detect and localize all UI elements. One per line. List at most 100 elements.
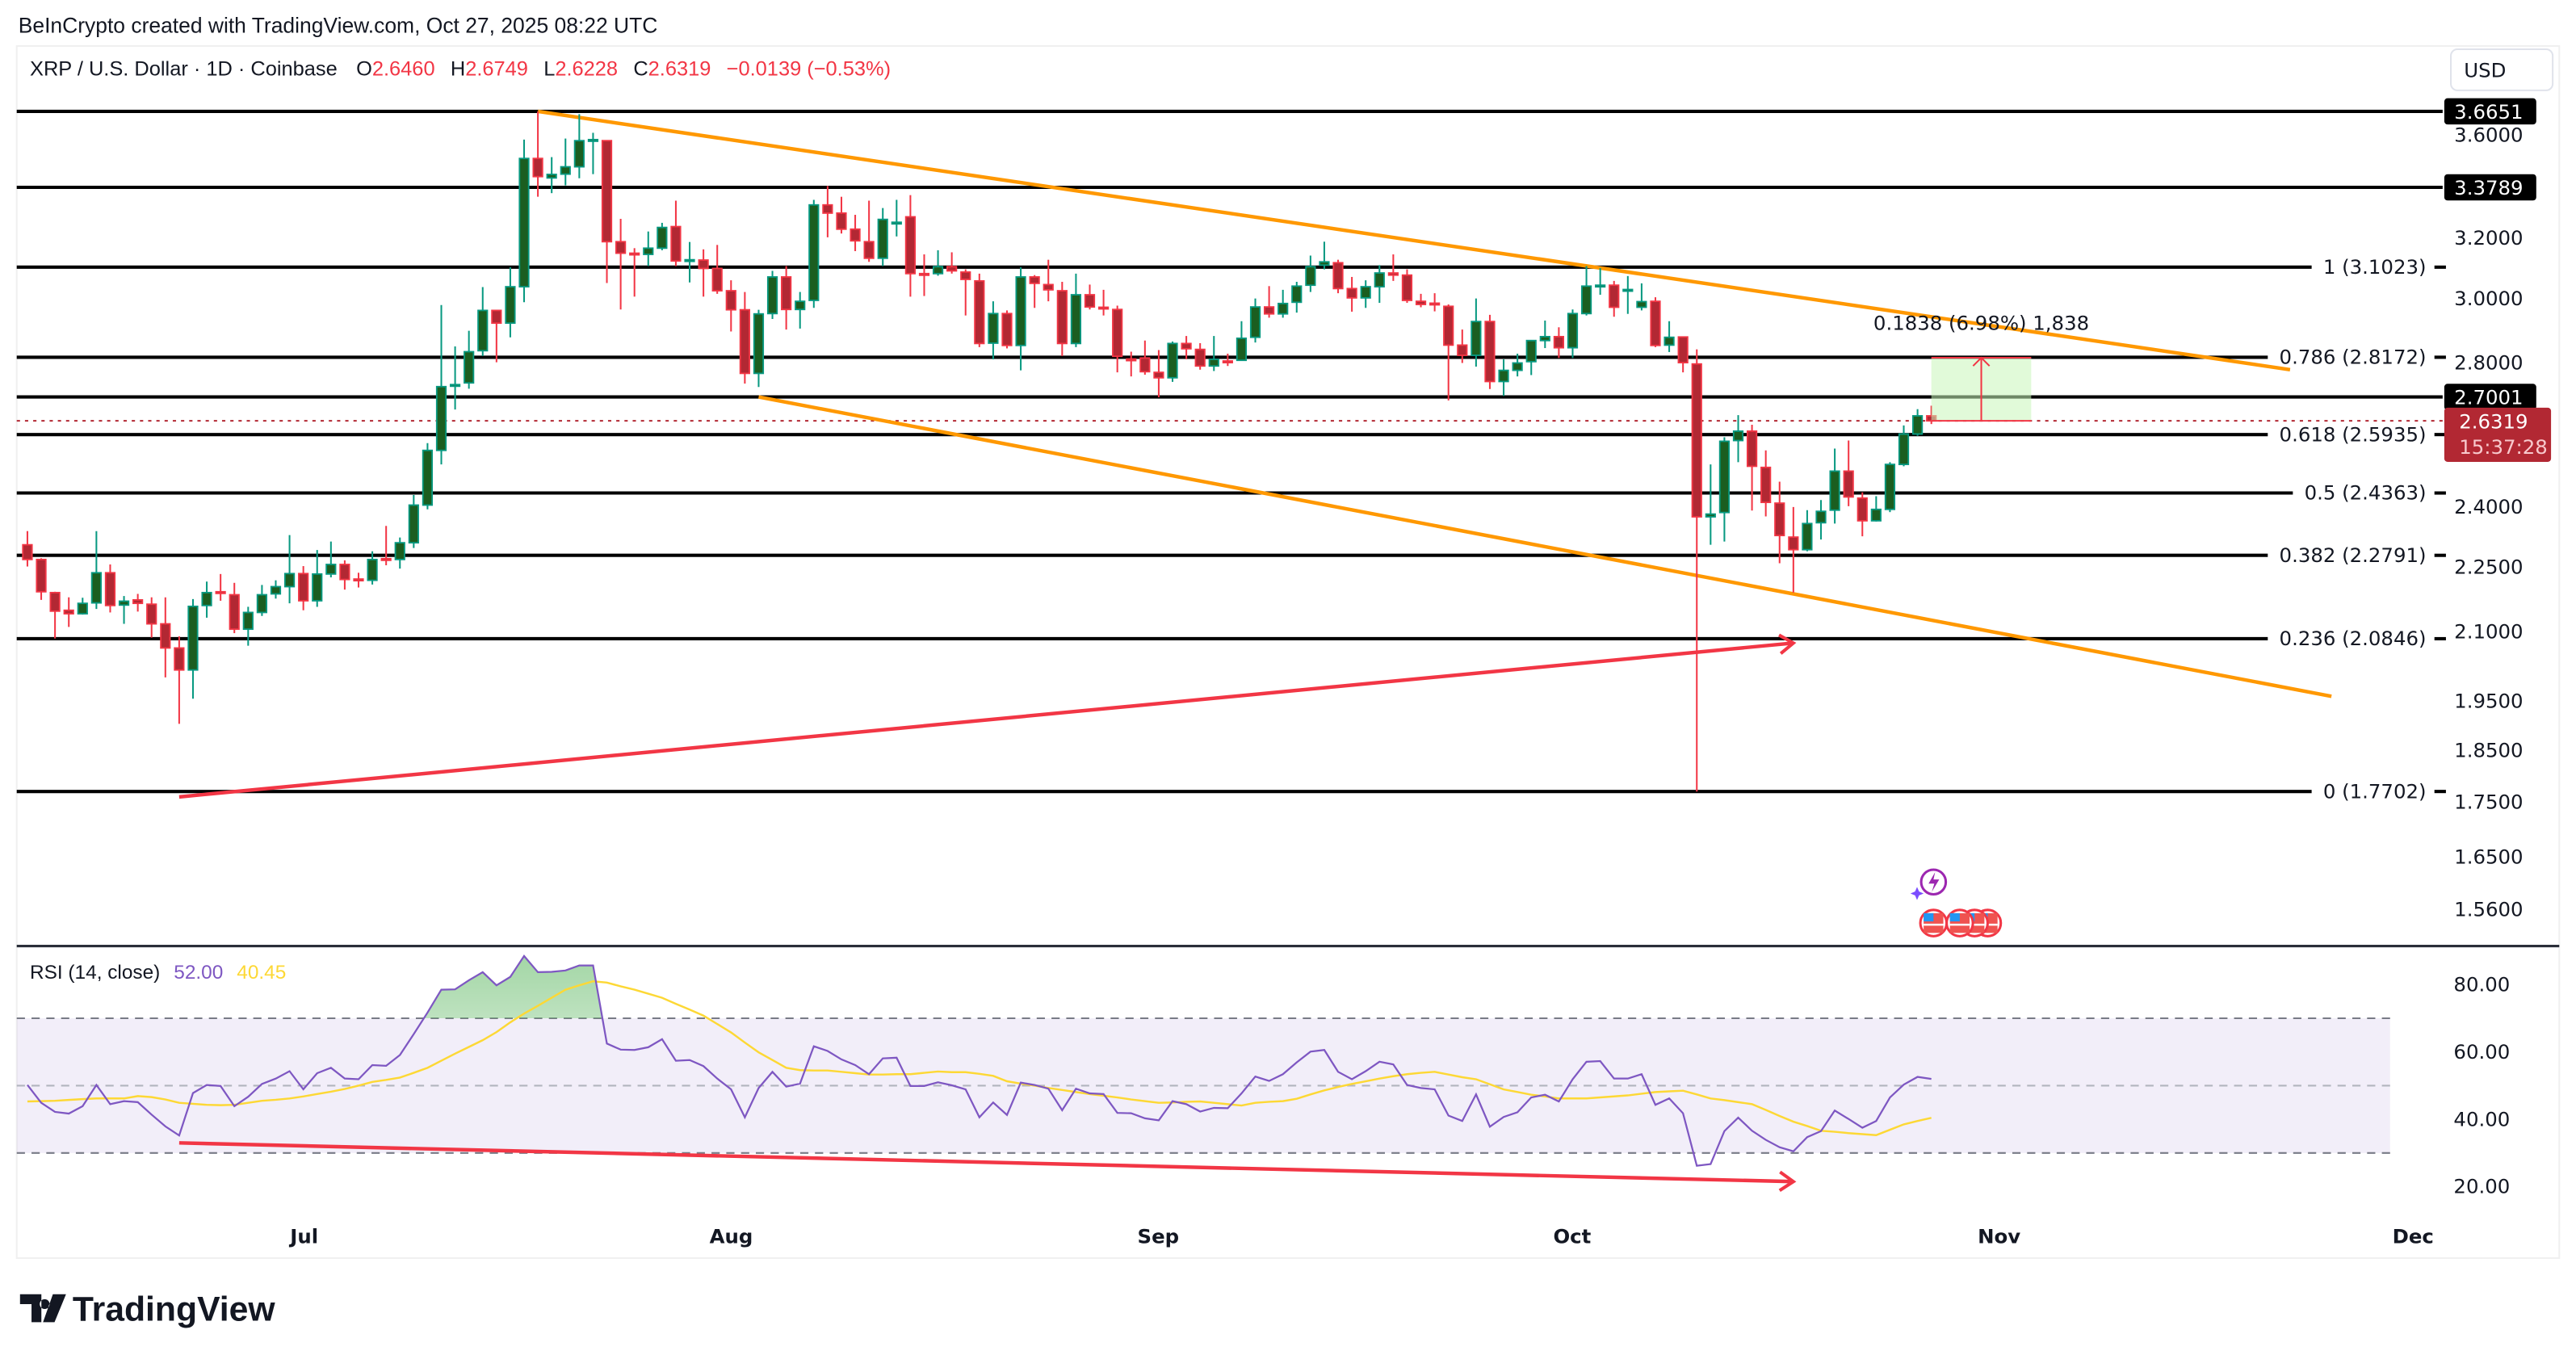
us-flag-event-icon[interactable] xyxy=(1919,908,1949,938)
candle-body xyxy=(974,279,985,345)
candle xyxy=(435,304,447,465)
candle xyxy=(90,531,102,610)
candle-body xyxy=(63,609,74,615)
candle-body xyxy=(353,578,364,582)
candle-body xyxy=(1760,466,1772,504)
candle-body xyxy=(1567,313,1579,349)
candle xyxy=(725,280,736,332)
candle-body xyxy=(270,585,282,595)
candle-body xyxy=(325,564,337,575)
rsi-tick-label: 20.00 xyxy=(2453,1175,2510,1198)
time-axis[interactable]: Jul Aug Sep Oct Nov Dec xyxy=(288,1225,2434,1248)
price-tick-label: 2.2500 xyxy=(2454,556,2523,579)
candle-body xyxy=(298,573,309,602)
candle-body xyxy=(532,157,543,178)
candle xyxy=(1236,321,1248,362)
time-axis-label: Nov xyxy=(1978,1225,2020,1248)
candle-body xyxy=(22,543,33,560)
candle-body xyxy=(766,276,778,315)
fib-level-label: 0.236 (2.0846) xyxy=(2280,627,2427,650)
currency-button[interactable]: USD xyxy=(2450,48,2554,91)
candle-body xyxy=(1829,470,1840,511)
candle xyxy=(1249,298,1261,343)
candle xyxy=(1567,309,1579,359)
candle xyxy=(1663,321,1675,352)
symbol-legend: XRP / U.S. Dollar · 1D · Coinbase O2.646… xyxy=(30,58,891,81)
candle xyxy=(1471,298,1482,367)
candle-body xyxy=(698,259,709,270)
candle xyxy=(850,215,861,251)
close-value: 2.6319 xyxy=(648,58,711,81)
candle-body xyxy=(918,272,930,276)
price-axis[interactable]: 3.6000 3.2000 3.0000 2.8000 2.4000 2.2500 2.10… xyxy=(2444,98,2552,921)
rsi-pane[interactable] xyxy=(16,954,2390,1193)
chart-frame xyxy=(15,44,2561,1260)
candle-body xyxy=(242,611,254,631)
candle xyxy=(560,138,571,186)
candle-body xyxy=(1194,348,1206,367)
candle xyxy=(1553,327,1565,359)
candle xyxy=(1360,280,1371,308)
candle xyxy=(1718,437,1731,542)
candle-body xyxy=(1319,261,1330,266)
rsi-ma-value: 40.45 xyxy=(237,962,286,984)
candle-body xyxy=(1774,502,1785,537)
candle xyxy=(1015,266,1026,371)
candle-body xyxy=(1084,294,1096,308)
candle-body xyxy=(1650,300,1661,346)
candle-body xyxy=(891,221,902,225)
candle-body xyxy=(1305,266,1316,287)
candle-body xyxy=(1802,522,1813,551)
candle xyxy=(22,531,33,567)
high-value: 2.6749 xyxy=(465,58,528,81)
price-level-badge xyxy=(2444,384,2536,410)
candle-body xyxy=(146,603,157,625)
candle xyxy=(753,309,765,388)
candle-body xyxy=(836,212,847,230)
candle xyxy=(394,537,405,569)
lightning-glyph-icon xyxy=(1928,872,1940,892)
fib-level-label: 0.382 (2.2791) xyxy=(2280,543,2427,567)
candle-body xyxy=(1705,513,1716,518)
candle xyxy=(325,541,337,577)
candle-body xyxy=(477,309,489,352)
candle xyxy=(587,132,599,174)
candle-body xyxy=(546,174,557,179)
countdown-timer: 15:37:28 xyxy=(2459,435,2548,459)
candle xyxy=(808,199,820,308)
candle-body xyxy=(1443,305,1454,346)
candle xyxy=(380,526,392,566)
candle xyxy=(1457,329,1468,363)
candle-body xyxy=(863,241,875,259)
tradingview-logo[interactable]: TradingView xyxy=(19,1290,276,1328)
candle xyxy=(160,597,171,678)
candle xyxy=(1760,450,1772,517)
rsi-legend: RSI (14, close) 52.00 40.45 xyxy=(30,962,286,984)
price-tick-label: 1.8500 xyxy=(2454,738,2523,761)
candle-body xyxy=(904,216,917,275)
rsi-axis[interactable]: 80.00 60.00 40.00 20.00 xyxy=(2453,972,2510,1198)
candle xyxy=(1636,283,1647,311)
candle xyxy=(1029,275,1040,308)
candle xyxy=(1194,342,1206,370)
flag-canton xyxy=(1924,912,1934,922)
price-tick-label: 1.6500 xyxy=(2454,845,2523,869)
candle xyxy=(242,606,254,646)
price-pane[interactable]: 1 (3.1023) 0.786 (2.8172) 0.618 (2.5935) 0.… xyxy=(16,109,2446,803)
candle-body xyxy=(822,203,833,214)
time-axis-label: Sep xyxy=(1138,1225,1180,1248)
us-flag-event-icon[interactable] xyxy=(1945,908,1974,938)
candle xyxy=(711,245,723,294)
candle-body xyxy=(601,140,613,243)
candle-body xyxy=(1512,362,1523,371)
event-icon-group[interactable] xyxy=(1910,868,2003,938)
candle xyxy=(1415,293,1427,308)
candle-body xyxy=(1911,415,1924,435)
candle-body xyxy=(808,203,820,301)
candle-body xyxy=(229,594,240,631)
candle-body xyxy=(711,267,723,292)
candle-body xyxy=(1097,306,1110,310)
candle xyxy=(367,551,378,585)
rsi-title: RSI (14, close) xyxy=(30,962,160,984)
candle-body xyxy=(1622,288,1634,292)
